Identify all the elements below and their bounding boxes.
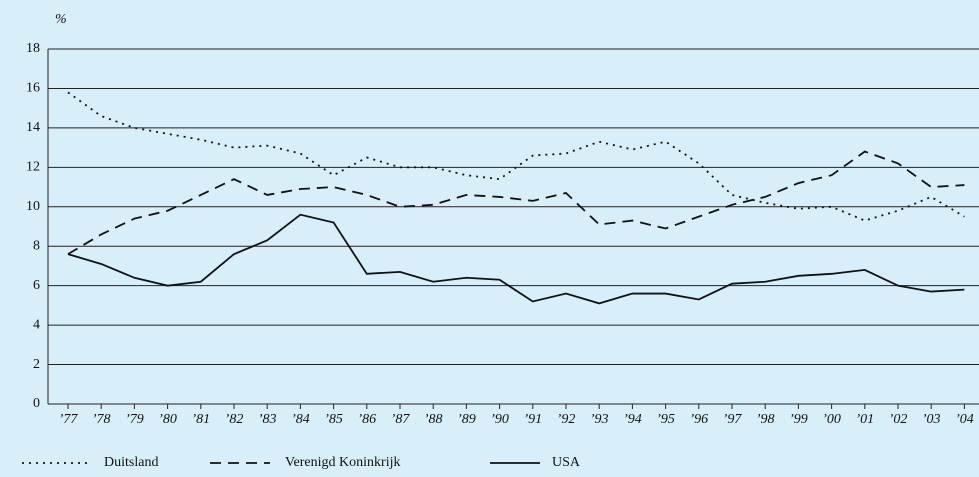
x-tick-label: ’04 [955,412,974,427]
x-tick-label: ’01 [855,412,874,427]
y-tick-label: 10 [26,199,40,214]
x-tick-label: ’87 [391,412,411,427]
y-tick-label: 14 [26,120,40,135]
x-tick-label: ’95 [656,412,675,427]
y-tick-label: 6 [33,278,40,293]
x-tick-label: ’80 [158,412,177,427]
x-tick-label: ’90 [490,412,509,427]
x-tick-label: ’94 [623,412,642,427]
legend-label: USA [552,455,581,470]
x-tick-label: ’84 [291,412,310,427]
y-tick-label: 4 [33,317,40,332]
x-tick-label: ’00 [822,412,841,427]
x-tick-label: ’02 [889,412,908,427]
x-tick-label: ’03 [922,412,941,427]
y-tick-label: 16 [26,81,40,96]
x-tick-label: ’97 [723,412,743,427]
y-tick-label: 0 [33,396,40,411]
x-tick-label: ’82 [225,412,244,427]
series-line [67,150,965,255]
x-tick-label: ’91 [523,412,542,427]
x-tick-label: ’96 [689,412,708,427]
x-tick-label: ’77 [59,412,79,427]
legend-label: Verenigd Koninkrijk [285,455,400,470]
series-line [67,91,965,222]
x-tick-label: ’78 [92,412,111,427]
x-tick-label: ’98 [756,412,775,427]
x-tick-label: ’83 [258,412,277,427]
y-axis-label: % [55,12,67,27]
y-tick-label: 2 [33,357,40,372]
series-line [67,213,965,305]
y-tick-label: 8 [33,238,40,253]
x-tick-label: ’79 [125,412,144,427]
x-tick-label: ’86 [357,412,376,427]
x-tick-label: ’92 [557,412,576,427]
x-tick-label: ’88 [424,412,443,427]
x-tick-label: ’99 [789,412,808,427]
x-tick-label: ’85 [324,412,343,427]
x-tick-label: ’89 [457,412,476,427]
x-tick-label: ’93 [590,412,609,427]
legend-label: Duitsland [104,455,158,470]
y-tick-label: 18 [26,41,40,56]
x-tick-label: ’81 [191,412,210,427]
y-tick-label: 12 [26,160,40,175]
